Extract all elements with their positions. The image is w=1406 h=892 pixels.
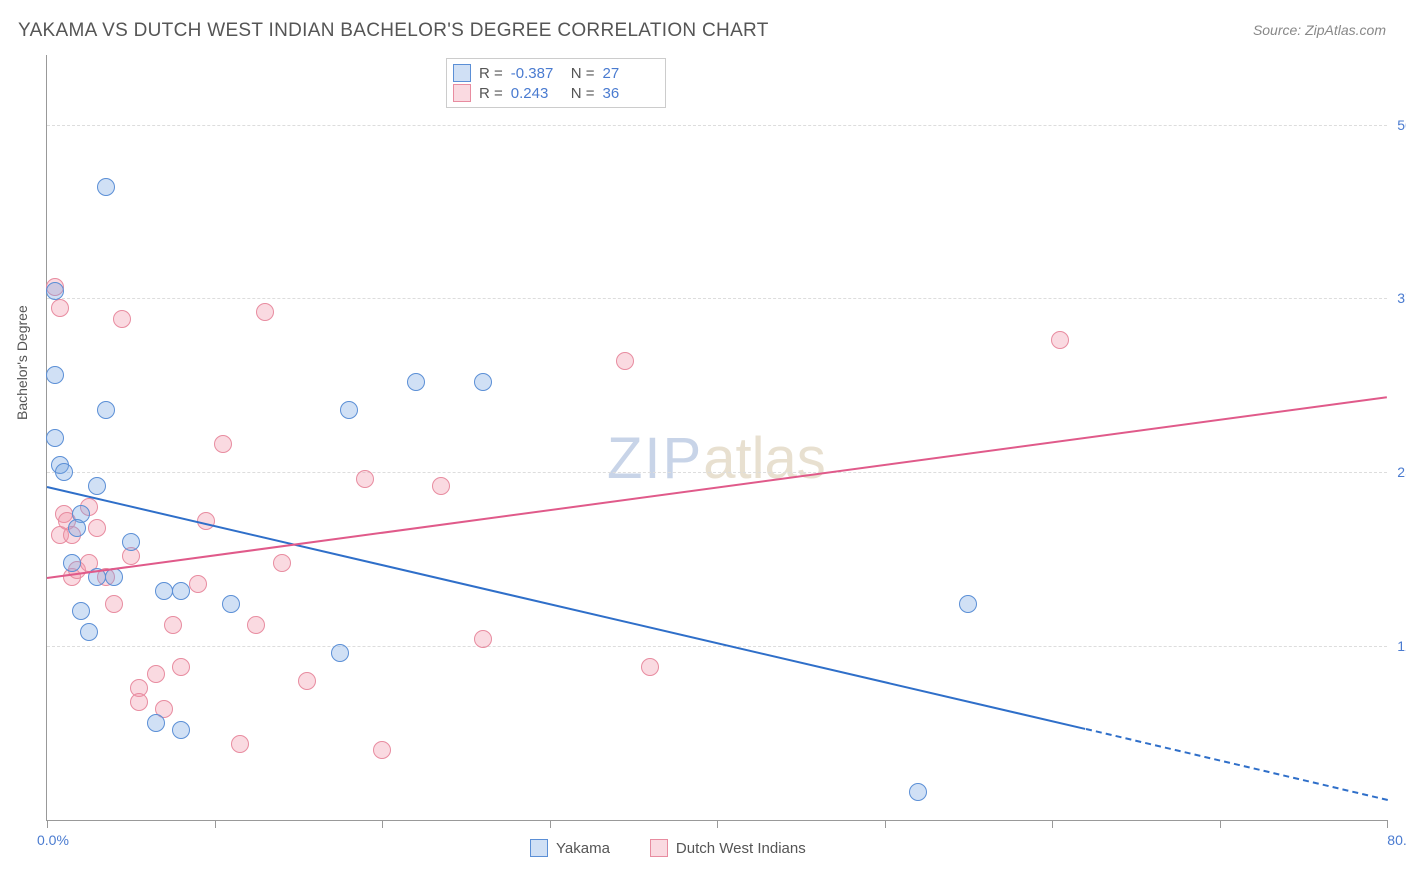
x-tick	[885, 820, 886, 828]
scatter-point-b	[1051, 331, 1069, 349]
scatter-point-a	[88, 477, 106, 495]
scatter-point-a	[222, 595, 240, 613]
scatter-point-a	[55, 463, 73, 481]
scatter-point-b	[298, 672, 316, 690]
scatter-point-b	[273, 554, 291, 572]
series-legend: Yakama Dutch West Indians	[530, 839, 806, 857]
y-tick-label: 50.0%	[1397, 117, 1406, 133]
scatter-point-b	[164, 616, 182, 634]
scatter-point-b	[51, 299, 69, 317]
stat-r-value: 0.243	[511, 85, 563, 102]
scatter-point-b	[130, 693, 148, 711]
stats-swatch	[453, 84, 471, 102]
scatter-point-b	[189, 575, 207, 593]
scatter-point-b	[641, 658, 659, 676]
trend-line-b	[47, 396, 1387, 579]
scatter-point-b	[474, 630, 492, 648]
stats-swatch	[453, 64, 471, 82]
trend-line-a-dashed	[1085, 728, 1387, 801]
stats-row: R = -0.387 N = 27	[453, 63, 655, 83]
stats-row: R = 0.243 N = 36	[453, 83, 655, 103]
scatter-point-a	[97, 178, 115, 196]
scatter-point-a	[959, 595, 977, 613]
plot-area: ZIPatlas 0.0% 80.0% 12.5%25.0%37.5%50.0%	[46, 55, 1387, 821]
stat-n-value: 27	[603, 65, 655, 82]
x-tick	[382, 820, 383, 828]
scatter-point-a	[331, 644, 349, 662]
scatter-point-b	[113, 310, 131, 328]
scatter-point-b	[616, 352, 634, 370]
chart-title: YAKAMA VS DUTCH WEST INDIAN BACHELOR'S D…	[18, 20, 769, 42]
scatter-point-a	[147, 714, 165, 732]
legend-item-a: Yakama	[530, 839, 610, 857]
scatter-point-a	[909, 783, 927, 801]
y-tick-label: 37.5%	[1397, 290, 1406, 306]
scatter-point-a	[172, 721, 190, 739]
scatter-point-b	[147, 665, 165, 683]
stat-r-label: R =	[479, 65, 503, 82]
legend-swatch-b	[650, 839, 668, 857]
trend-line-a	[47, 486, 1086, 730]
stat-n-value: 36	[603, 85, 655, 102]
scatter-point-a	[172, 582, 190, 600]
x-tick	[717, 820, 718, 828]
scatter-point-a	[407, 373, 425, 391]
stat-n-label: N =	[571, 85, 595, 102]
scatter-point-b	[373, 741, 391, 759]
scatter-point-a	[474, 373, 492, 391]
legend-item-b: Dutch West Indians	[650, 839, 806, 857]
grid-line	[47, 646, 1387, 647]
scatter-point-a	[68, 519, 86, 537]
scatter-point-b	[356, 470, 374, 488]
grid-line	[47, 298, 1387, 299]
x-tick	[1387, 820, 1388, 828]
scatter-point-b	[247, 616, 265, 634]
x-axis-min-label: 0.0%	[37, 832, 69, 848]
x-axis-max-label: 80.0%	[1387, 832, 1406, 848]
scatter-point-a	[72, 602, 90, 620]
scatter-point-b	[231, 735, 249, 753]
stat-r-value: -0.387	[511, 65, 563, 82]
scatter-point-a	[80, 623, 98, 641]
scatter-point-b	[432, 477, 450, 495]
grid-line	[47, 125, 1387, 126]
scatter-point-b	[214, 435, 232, 453]
legend-label-b: Dutch West Indians	[676, 840, 806, 857]
x-tick	[1052, 820, 1053, 828]
stat-r-label: R =	[479, 85, 503, 102]
scatter-point-a	[46, 282, 64, 300]
watermark-part1: ZIP	[607, 426, 703, 491]
scatter-point-a	[63, 554, 81, 572]
scatter-point-b	[172, 658, 190, 676]
scatter-point-b	[256, 303, 274, 321]
scatter-point-a	[46, 366, 64, 384]
stats-legend: R = -0.387 N = 27 R = 0.243 N = 36	[446, 58, 666, 108]
legend-label-a: Yakama	[556, 840, 610, 857]
stat-n-label: N =	[571, 65, 595, 82]
scatter-point-a	[155, 582, 173, 600]
watermark: ZIPatlas	[607, 425, 826, 492]
y-tick-label: 25.0%	[1397, 464, 1406, 480]
x-tick	[47, 820, 48, 828]
x-tick	[1220, 820, 1221, 828]
x-tick	[550, 820, 551, 828]
y-tick-label: 12.5%	[1397, 638, 1406, 654]
scatter-point-a	[97, 401, 115, 419]
x-tick	[215, 820, 216, 828]
legend-swatch-a	[530, 839, 548, 857]
source-label: Source: ZipAtlas.com	[1253, 22, 1386, 38]
scatter-point-a	[46, 429, 64, 447]
grid-line	[47, 472, 1387, 473]
scatter-point-a	[122, 533, 140, 551]
scatter-point-b	[105, 595, 123, 613]
scatter-point-b	[88, 519, 106, 537]
y-axis-title: Bachelor's Degree	[14, 305, 30, 420]
scatter-point-a	[340, 401, 358, 419]
